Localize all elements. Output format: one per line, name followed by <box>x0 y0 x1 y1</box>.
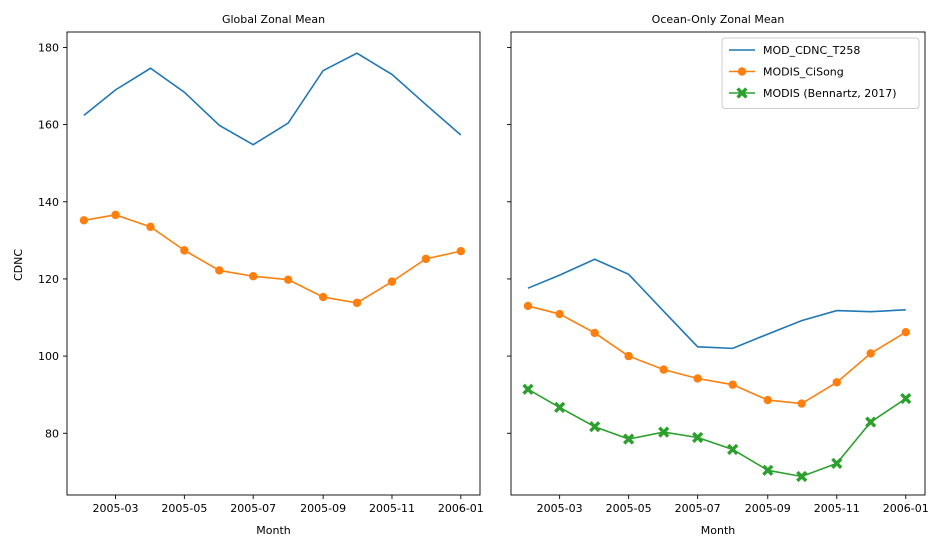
x-tick-label: 2005-03 <box>537 502 583 515</box>
legend-item: MODIS (Bennartz, 2017) <box>729 87 897 100</box>
x-tick-label: 2005-09 <box>300 502 346 515</box>
x-tick-label: 2005-07 <box>230 502 276 515</box>
data-point-modis-cisong <box>79 216 89 225</box>
data-point-modis-cisong <box>180 246 189 255</box>
data-point-modis-cisong <box>283 275 293 284</box>
data-point-modis-cisong <box>146 222 155 232</box>
data-point-modis-cisong <box>456 246 466 256</box>
legend-item: MOD_CDNC_T258 <box>729 44 860 57</box>
data-point-modis-bennartz-2017 <box>727 443 739 456</box>
x-tick-label: 2005-11 <box>814 502 860 515</box>
x-tick-label: 2005-05 <box>161 502 207 515</box>
data-point-modis-bennartz-2017 <box>658 426 670 438</box>
y-tick-label: 120 <box>38 273 59 286</box>
x-axis-label: Month <box>256 524 291 537</box>
data-point-modis-cisong <box>866 349 875 358</box>
y-tick-label: 100 <box>38 350 59 363</box>
series-line-modis-cisong <box>83 214 461 304</box>
chart-title: Global Zonal Mean <box>222 13 325 26</box>
data-point-modis-bennartz-2017 <box>831 457 843 469</box>
legend-marker <box>737 67 747 76</box>
data-point-modis-bennartz-2017 <box>589 421 601 433</box>
data-point-modis-cisong <box>318 292 328 302</box>
data-point-modis-cisong <box>624 351 633 361</box>
series-line-modis-cisong <box>527 305 907 405</box>
x-axis-label: Month <box>701 524 736 537</box>
plot-frame <box>510 31 926 496</box>
data-point-modis-bennartz-2017 <box>623 433 635 445</box>
x-tick-label: 2005-11 <box>369 502 415 515</box>
data-point-modis-cisong <box>215 266 224 275</box>
panel-global-zonal-mean: Global Zonal Mean Month 2005-03 2005-05 2005… <box>38 13 484 537</box>
data-point-modis-cisong <box>693 374 702 383</box>
data-point-modis-cisong <box>111 210 120 220</box>
data-point-modis-cisong <box>421 254 431 264</box>
data-point-modis-cisong <box>590 328 599 338</box>
legend-label: MOD_CDNC_T258 <box>763 44 860 57</box>
data-point-modis-cisong <box>248 272 258 281</box>
data-point-modis-cisong <box>901 327 910 337</box>
chart-title: Ocean-Only Zonal Mean <box>652 13 785 26</box>
data-point-modis-cisong <box>387 277 397 286</box>
data-point-modis-cisong <box>659 365 668 374</box>
y-tick-label: 180 <box>38 41 59 54</box>
legend-label: MODIS (Bennartz, 2017) <box>763 87 897 100</box>
legend-label: MODIS_CiSong <box>763 66 844 79</box>
data-point-modis-cisong <box>728 380 737 389</box>
data-point-modis-cisong <box>763 395 772 405</box>
data-point-modis-cisong <box>352 298 362 308</box>
x-tick-label: 2005-03 <box>93 502 139 515</box>
data-point-modis-cisong <box>523 301 533 311</box>
y-tick-label: 140 <box>38 196 59 209</box>
data-point-modis-bennartz-2017 <box>554 401 566 414</box>
data-point-modis-bennartz-2017 <box>762 464 774 476</box>
x-tick-label: 2005-07 <box>675 502 721 515</box>
data-point-modis-cisong <box>797 399 806 408</box>
y-tick-label: 80 <box>45 427 59 440</box>
data-point-modis-bennartz-2017 <box>865 416 877 428</box>
x-tick-label: 2006-01 <box>883 502 929 515</box>
data-point-modis-bennartz-2017 <box>900 392 912 405</box>
data-point-modis-bennartz-2017 <box>522 383 534 395</box>
legend-marker <box>736 87 748 99</box>
panel-ocean-only-zonal-mean: Ocean-Only Zonal Mean Month 2005-03 2005-05… <box>507 13 929 537</box>
data-point-modis-cisong <box>832 378 841 387</box>
x-tick-label: 2006-01 <box>438 502 484 515</box>
legend: MOD_CDNC_T258 MODIS_CiSong MODIS (Bennartz… <box>721 37 920 109</box>
data-point-modis-bennartz-2017 <box>796 470 808 483</box>
legend-item: MODIS_CiSong <box>729 66 844 79</box>
legend-box <box>721 37 920 109</box>
data-point-modis-cisong <box>555 309 564 319</box>
y-tick-label: 160 <box>38 119 59 132</box>
plot-frame <box>66 31 481 496</box>
series-line-mod-cdnc-t258 <box>83 52 462 146</box>
data-point-modis-bennartz-2017 <box>692 431 704 444</box>
x-tick-label: 2005-05 <box>606 502 652 515</box>
x-tick-label: 2005-09 <box>745 502 791 515</box>
series-line-modis-bennartz-2017 <box>527 388 907 478</box>
series-line-mod-cdnc-t258 <box>527 258 906 350</box>
y-axis-label: CDNC <box>12 249 25 281</box>
